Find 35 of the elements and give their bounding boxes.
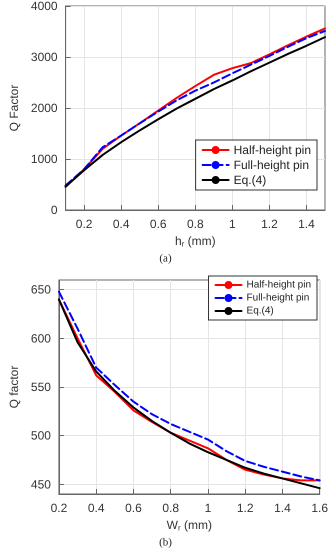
y-axis-title: Q factor [7,366,21,408]
legend-label: Eq.(4) [234,173,266,187]
x-tick-label: 0.2 [50,501,68,515]
y-tick-label: 650 [30,282,52,297]
y-tick-label: 2000 [30,101,58,115]
legend-label: Eq.(4) [246,306,274,316]
x-tick-label: 0.6 [125,501,142,515]
x-tick-label: 1.2 [261,217,278,231]
x-tick-label: 0.2 [76,217,93,231]
y-tick-label: 500 [30,428,52,443]
y-tick-label: 1000 [30,152,58,166]
text: (b) [159,536,172,548]
x-tick-label: 1 [204,501,212,515]
x-tick-label: 0.4 [112,217,130,231]
y-axis-title: Q Factor [7,84,21,132]
legend-label: Full-height pin [234,158,309,172]
x-tick-label: 0.4 [88,501,105,515]
x-tick-label: 1.6 [311,501,328,515]
y-tick-label: 600 [30,331,52,346]
y-tick-label: 450 [30,477,52,492]
legend-label: Half-height pin [234,143,312,157]
text: (a) [159,252,172,264]
y-tick-label: 0 [50,203,58,217]
y-tick-label: 3000 [30,50,58,64]
x-tick-label: 1.4 [274,501,292,515]
x-tick-label: 1.2 [236,501,254,515]
x-tick-label: 1.4 [298,217,316,231]
x-tick-label: 1 [229,217,236,231]
x-tick-label: 0.8 [186,217,204,231]
x-tick-label: 0.8 [162,501,180,515]
y-tick-label: 550 [30,380,52,394]
legend-label: Full-height pin [246,292,310,304]
y-tick-label: 4000 [30,0,58,13]
x-tick-label: 0.6 [150,217,167,231]
legend-label: Half-height pin [246,280,311,290]
